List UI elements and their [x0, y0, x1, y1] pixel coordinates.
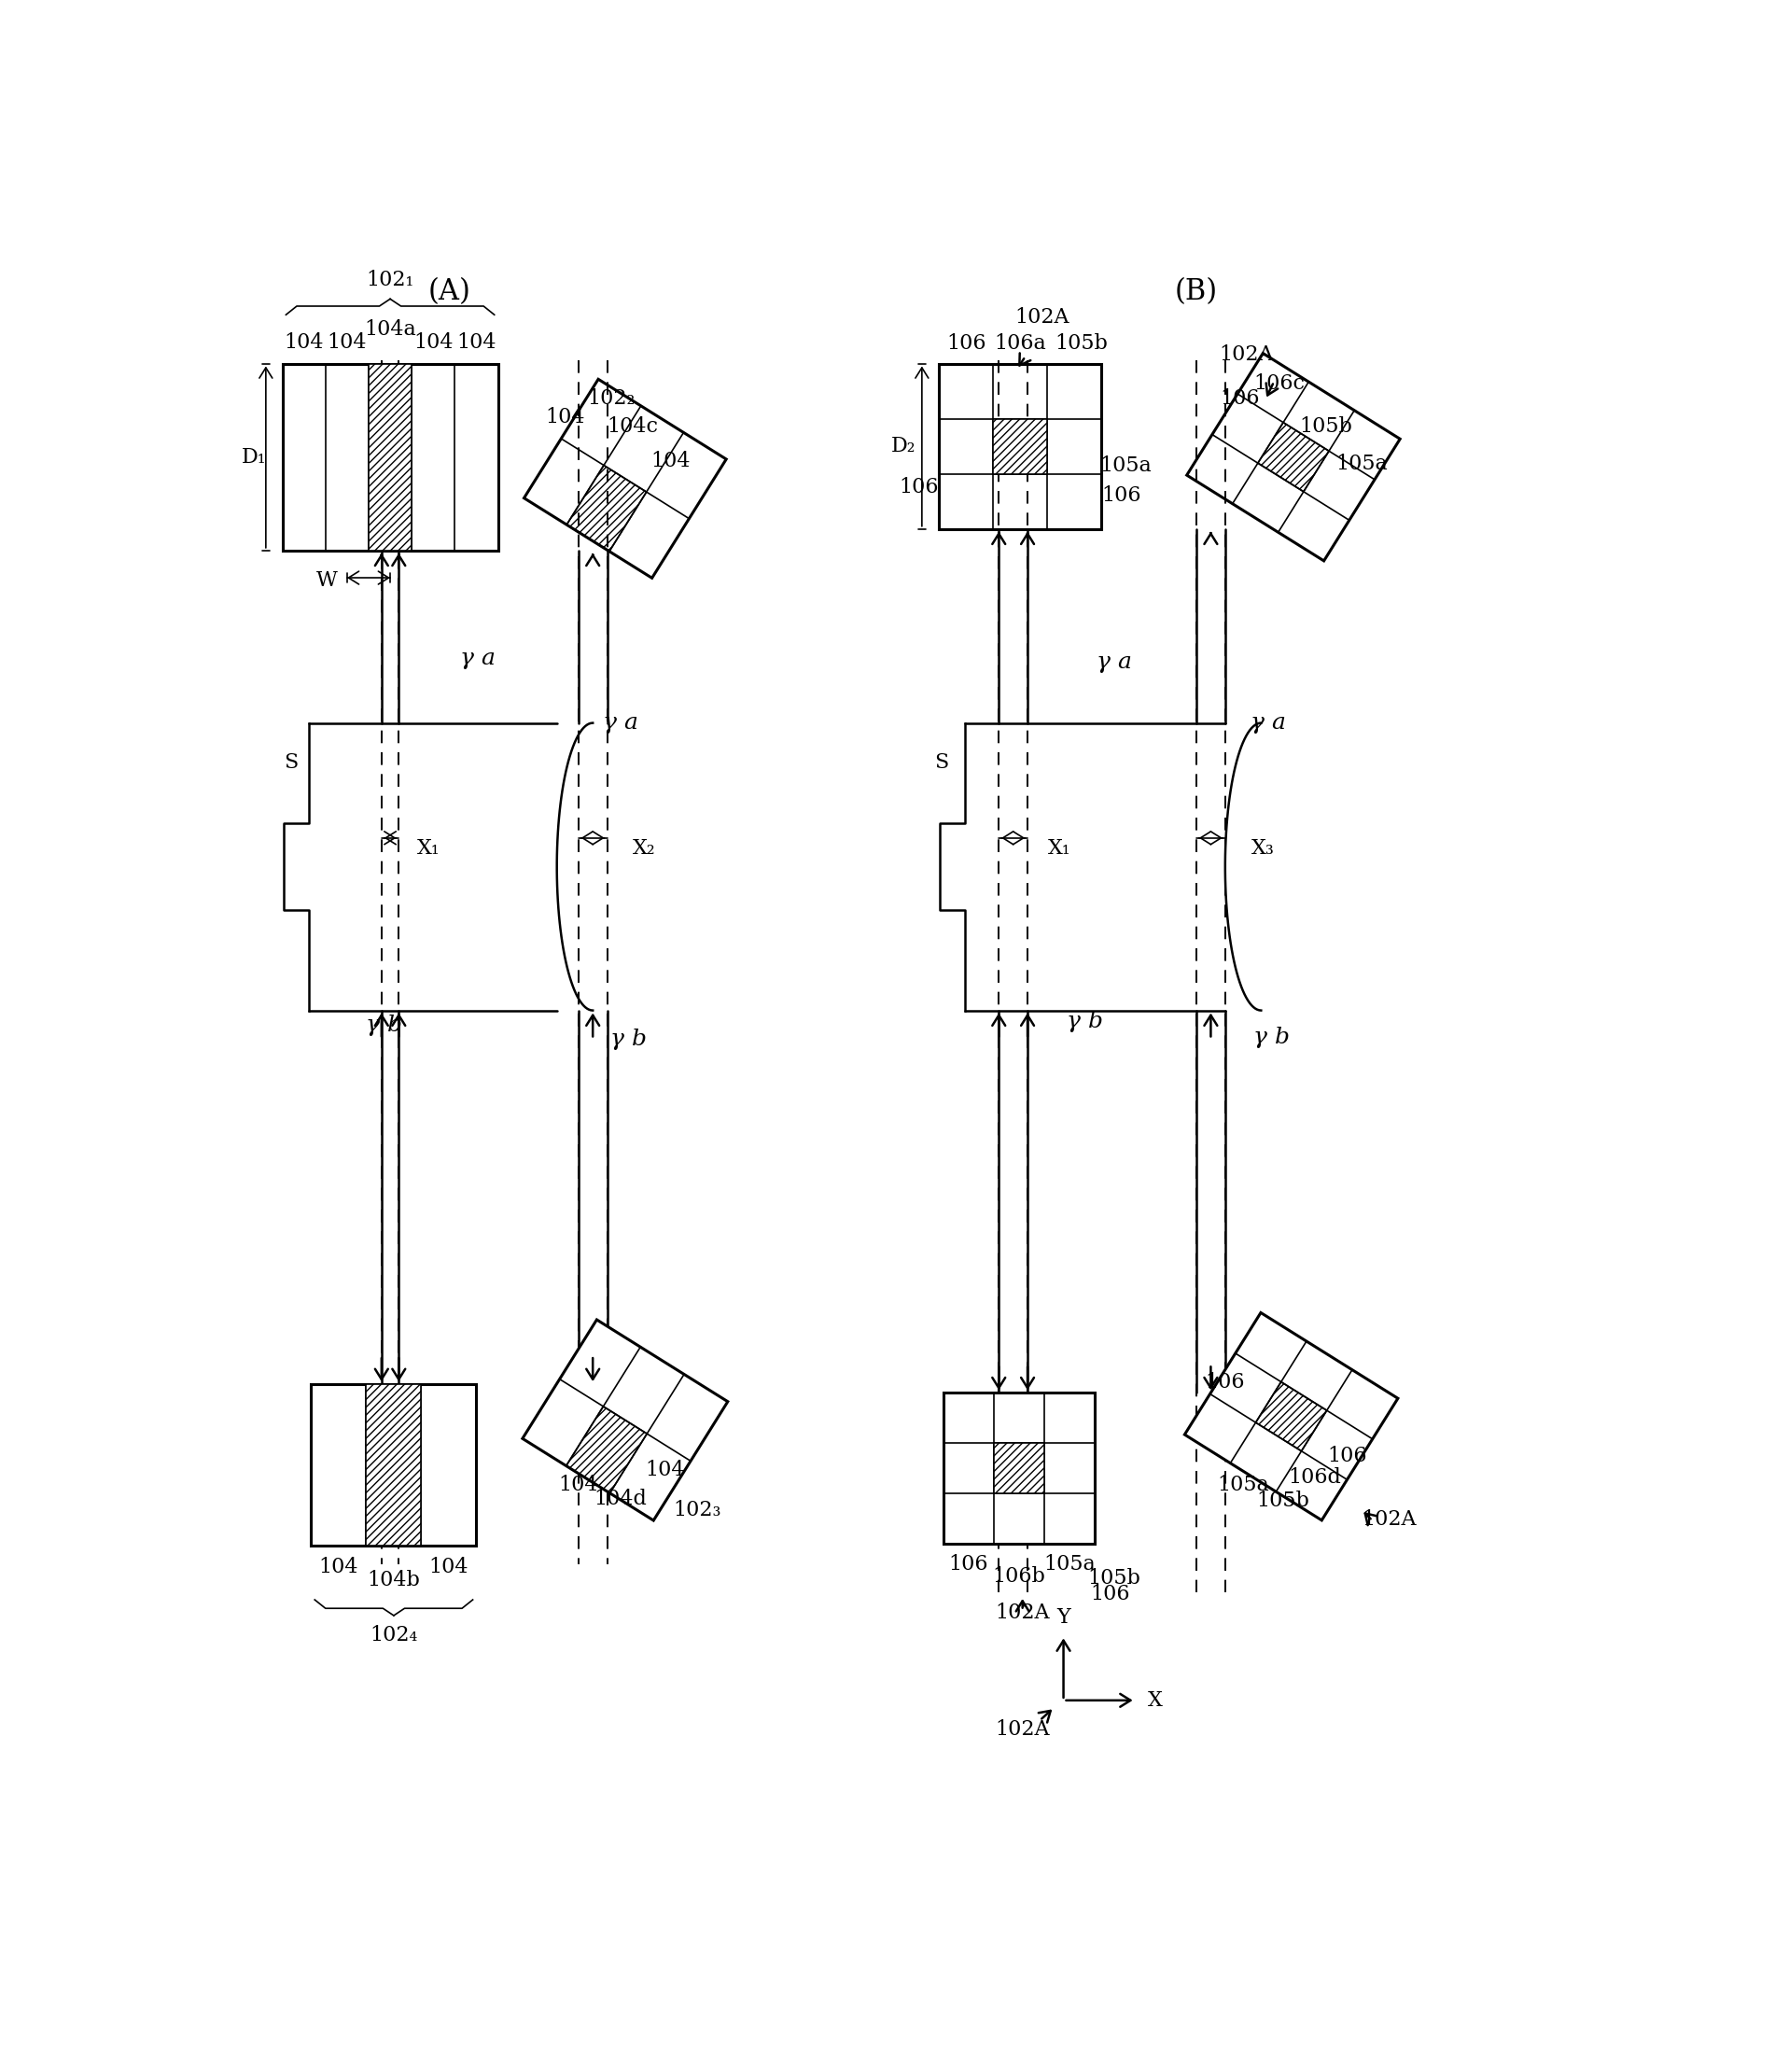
- Text: X₁: X₁: [417, 839, 440, 860]
- Text: 104: 104: [559, 1475, 598, 1496]
- Text: 106: 106: [1205, 1372, 1244, 1392]
- Text: 106a: 106a: [994, 334, 1045, 354]
- Text: 106: 106: [946, 334, 985, 354]
- Text: 104: 104: [327, 332, 367, 352]
- Polygon shape: [522, 1320, 728, 1521]
- Bar: [366, 1384, 421, 1546]
- Text: 102₃: 102₃: [673, 1500, 721, 1521]
- Text: 105a: 105a: [1044, 1554, 1095, 1575]
- Text: γ a: γ a: [460, 649, 495, 669]
- Text: 106: 106: [1219, 387, 1258, 408]
- Bar: [311, 1384, 476, 1546]
- Text: X₁: X₁: [1049, 839, 1072, 860]
- Bar: [944, 1392, 1095, 1544]
- Text: 105b: 105b: [1088, 1569, 1141, 1589]
- Text: 104: 104: [651, 450, 690, 470]
- Text: 104c: 104c: [607, 416, 659, 437]
- Text: Y: Y: [1056, 1608, 1070, 1629]
- Text: γ a: γ a: [602, 713, 637, 733]
- Text: 105b: 105b: [1054, 334, 1108, 354]
- Text: 102₁: 102₁: [366, 269, 414, 290]
- Bar: [992, 419, 1047, 474]
- Text: 105a: 105a: [1100, 456, 1152, 477]
- Text: (A): (A): [428, 278, 470, 307]
- Bar: [994, 1442, 1044, 1494]
- Polygon shape: [524, 379, 726, 578]
- Text: 104: 104: [320, 1558, 359, 1577]
- Bar: [994, 1442, 1044, 1494]
- Text: 106d: 106d: [1289, 1467, 1342, 1488]
- Text: 104a: 104a: [364, 319, 415, 340]
- Text: S: S: [284, 752, 298, 773]
- Text: 102A: 102A: [1219, 344, 1274, 365]
- Text: γ b: γ b: [366, 1013, 403, 1036]
- Text: 104b: 104b: [367, 1571, 421, 1591]
- Text: 104: 104: [456, 332, 497, 352]
- Text: γ a: γ a: [1097, 651, 1131, 673]
- Text: X: X: [1148, 1691, 1163, 1711]
- Bar: [369, 363, 412, 551]
- Text: 102₄: 102₄: [369, 1624, 417, 1645]
- Polygon shape: [1184, 1314, 1399, 1521]
- Text: γ b: γ b: [1067, 1011, 1104, 1032]
- Text: 105b: 105b: [1257, 1490, 1310, 1510]
- Text: 102A: 102A: [996, 1602, 1049, 1622]
- Bar: [939, 363, 1100, 528]
- Text: X₃: X₃: [1251, 839, 1274, 860]
- Text: 106b: 106b: [992, 1566, 1045, 1587]
- Bar: [992, 419, 1047, 474]
- Text: 105a: 105a: [1218, 1475, 1269, 1496]
- Polygon shape: [1187, 352, 1400, 562]
- Text: 104: 104: [644, 1461, 685, 1481]
- Bar: [282, 363, 499, 551]
- Text: 106: 106: [900, 477, 939, 497]
- Text: 102A: 102A: [996, 1720, 1049, 1738]
- Text: 102₂: 102₂: [588, 387, 635, 408]
- Text: 106: 106: [950, 1554, 989, 1575]
- Text: 106c: 106c: [1253, 373, 1305, 394]
- Text: 106: 106: [1328, 1446, 1367, 1467]
- Bar: [369, 363, 412, 551]
- Text: 104: 104: [430, 1558, 469, 1577]
- Text: 104: 104: [284, 332, 323, 352]
- Text: 106: 106: [1100, 485, 1141, 506]
- Text: X₂: X₂: [634, 839, 657, 860]
- Text: D₂: D₂: [891, 435, 916, 456]
- Text: 105a: 105a: [1335, 454, 1388, 474]
- Text: 102A: 102A: [1015, 307, 1069, 327]
- Text: γ b: γ b: [1253, 1028, 1290, 1048]
- Text: γ a: γ a: [1251, 713, 1285, 733]
- Text: 105b: 105b: [1299, 416, 1353, 437]
- Text: 104: 104: [414, 332, 453, 352]
- Text: (B): (B): [1175, 278, 1218, 307]
- Text: S: S: [934, 752, 948, 773]
- Text: D₁: D₁: [241, 448, 266, 468]
- Text: 106: 106: [1090, 1583, 1131, 1604]
- Bar: [366, 1384, 421, 1546]
- Text: W: W: [316, 570, 337, 591]
- Text: 104d: 104d: [593, 1490, 646, 1508]
- Text: γ b: γ b: [611, 1028, 646, 1051]
- Text: 102A: 102A: [1361, 1508, 1416, 1529]
- Text: 104: 104: [545, 408, 586, 427]
